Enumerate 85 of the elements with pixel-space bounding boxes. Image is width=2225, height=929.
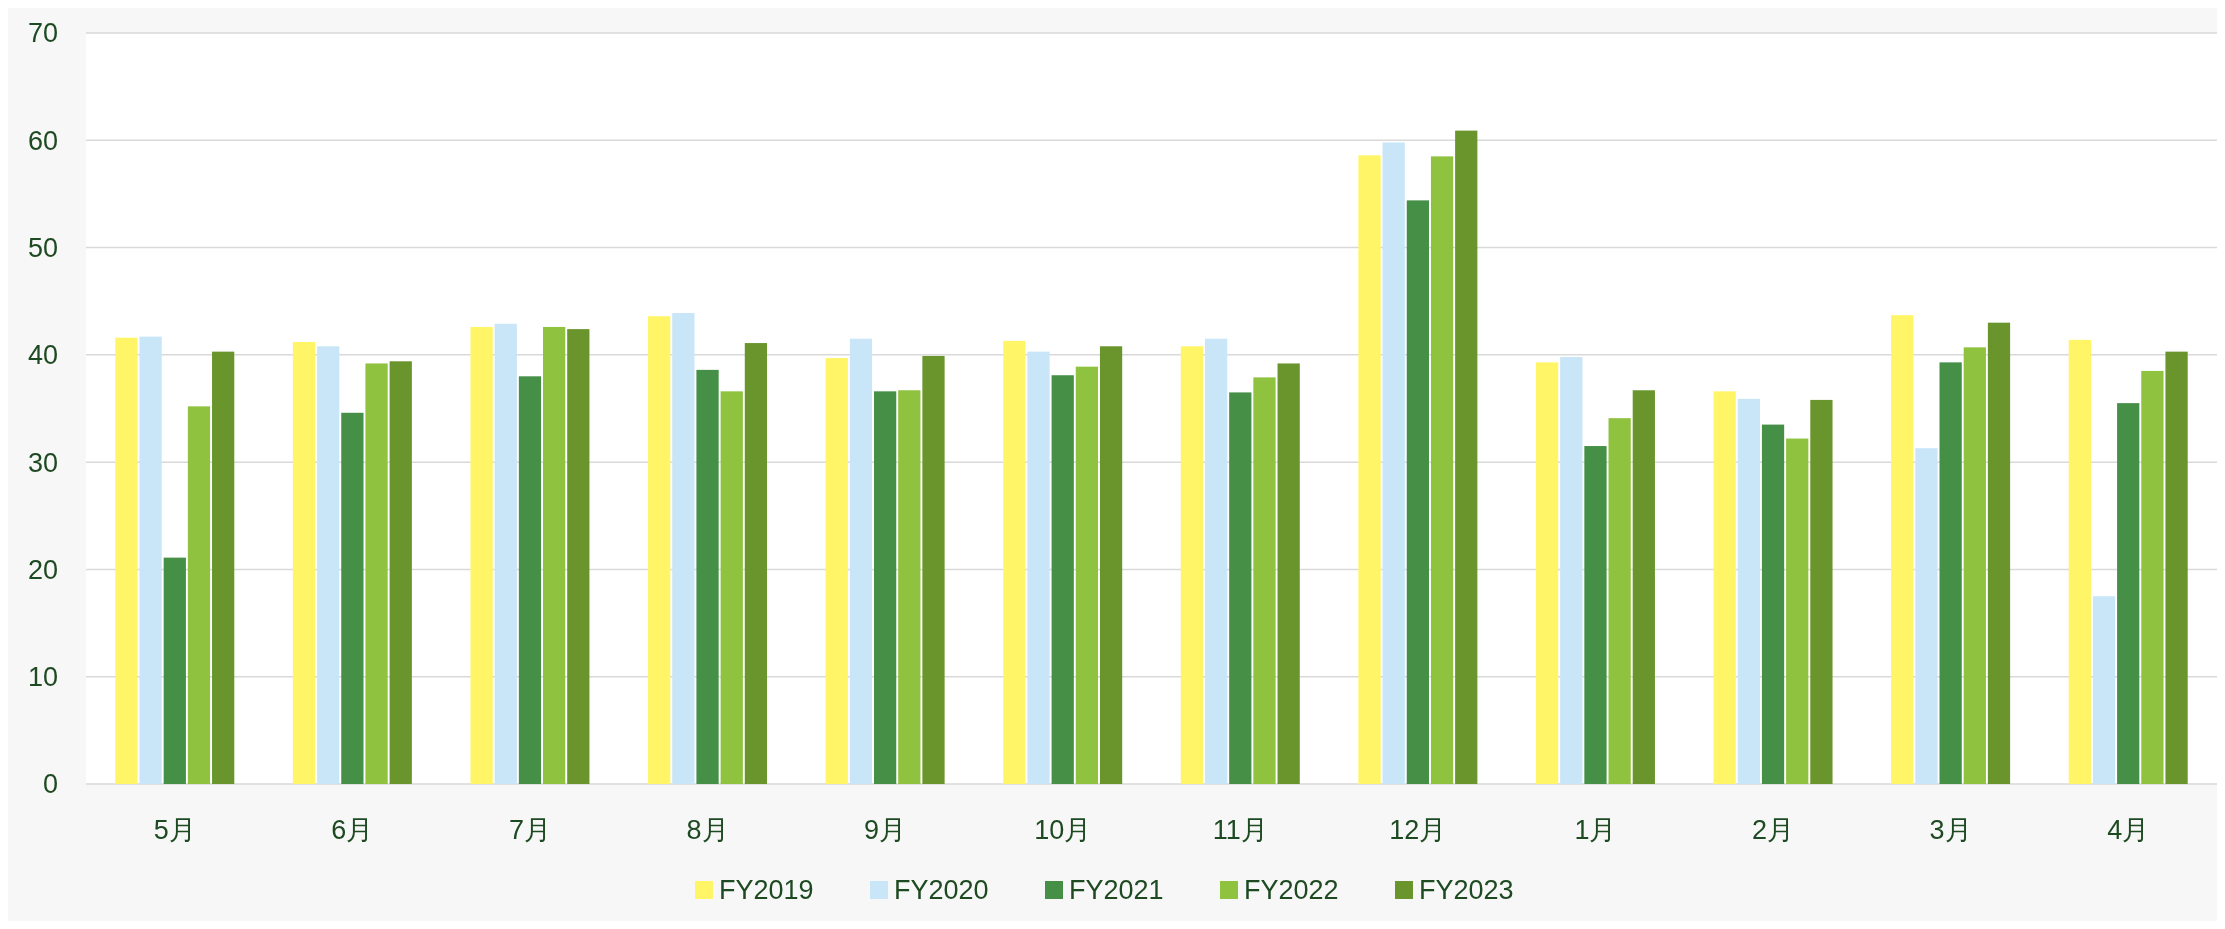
bar (1358, 155, 1381, 784)
x-tick-label: 5月 (153, 815, 196, 845)
bar (648, 316, 671, 784)
legend-label: FY2023 (1419, 875, 1514, 905)
bar (1608, 418, 1631, 784)
bar (1584, 446, 1607, 784)
bar (1810, 399, 1833, 784)
bar (1180, 346, 1204, 784)
bar (1915, 448, 1938, 784)
bar (2141, 370, 2164, 784)
x-tick-label: 4月 (2107, 815, 2150, 845)
bar (1987, 322, 2011, 784)
y-tick-label: 10 (27, 662, 58, 693)
x-tick-label: 3月 (1929, 815, 1972, 845)
x-tick-label: 8月 (686, 815, 729, 845)
x-tick-label: 11月 (1212, 815, 1268, 845)
bar (1939, 362, 1962, 784)
bar (744, 343, 768, 784)
x-tick-label: 12月 (1389, 815, 1447, 845)
bar (1051, 375, 1074, 784)
bar (720, 391, 743, 784)
y-tick-label: 50 (27, 233, 58, 264)
bar (470, 326, 493, 784)
bar (1075, 366, 1099, 784)
bar (1713, 391, 1736, 784)
x-tick-label: 6月 (331, 815, 374, 845)
bar (2092, 596, 2116, 784)
bar (341, 412, 364, 784)
y-tick-label: 0 (42, 769, 58, 800)
bar (1455, 130, 1478, 784)
bar (187, 406, 211, 784)
legend-label: FY2022 (1244, 875, 1339, 905)
bar (543, 326, 566, 784)
bar (139, 336, 162, 784)
bar (1406, 200, 1429, 784)
bar (922, 355, 945, 784)
bar (212, 351, 235, 784)
legend-label: FY2019 (719, 875, 814, 905)
bar (1204, 338, 1228, 784)
legend-label: FY2020 (894, 875, 989, 905)
bar (1560, 357, 1583, 784)
bar (1277, 363, 1300, 784)
bar (567, 329, 590, 784)
y-tick-label: 20 (27, 554, 58, 585)
bar (1535, 362, 1559, 784)
bar (825, 358, 848, 784)
y-tick-label: 60 (27, 125, 58, 156)
bar (518, 376, 542, 784)
bar (1430, 156, 1454, 784)
bar (2068, 339, 2091, 784)
bar (898, 390, 921, 784)
bar (849, 338, 873, 784)
bar (1382, 142, 1405, 784)
x-tick-label: 9月 (864, 815, 907, 845)
bar (1632, 390, 1655, 784)
bar (163, 557, 186, 784)
bar (1229, 392, 1252, 784)
bar (292, 341, 316, 784)
x-tick-label: 1月 (1574, 815, 1617, 845)
bar (1027, 351, 1050, 784)
bar (1737, 398, 1760, 784)
bar (696, 369, 719, 784)
bar (365, 363, 388, 784)
bar (317, 346, 340, 784)
bar (1963, 347, 1986, 784)
y-tick-label: 30 (27, 447, 58, 478)
bar (1761, 424, 1785, 784)
bar (672, 313, 695, 784)
bar (494, 323, 517, 784)
bar (874, 391, 897, 784)
bar (1891, 315, 1914, 784)
y-tick-label: 70 (27, 18, 58, 49)
bar (2165, 351, 2188, 784)
bar (1003, 340, 1026, 784)
x-tick-label: 7月 (508, 815, 551, 845)
x-tick-label: 2月 (1752, 815, 1795, 845)
x-tick-label: 10月 (1034, 815, 1092, 845)
bar (2117, 403, 2140, 784)
bar (1253, 377, 1276, 784)
bar (1786, 438, 1809, 784)
y-tick-label: 40 (27, 340, 58, 371)
bar (389, 361, 412, 784)
bar (115, 337, 138, 784)
legend-label: FY2021 (1069, 875, 1164, 905)
bar (1099, 346, 1123, 784)
